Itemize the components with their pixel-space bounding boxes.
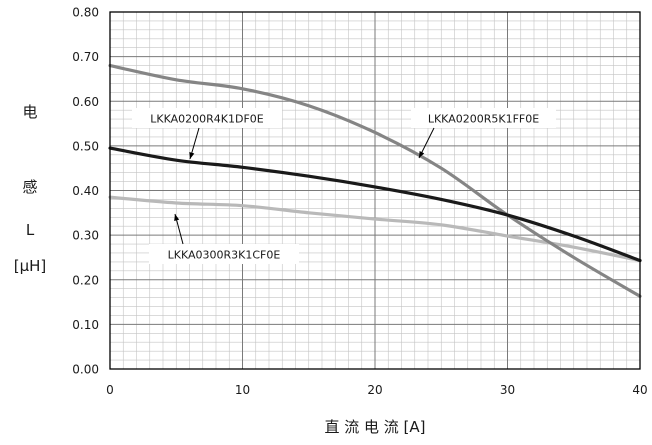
y-axis-label-line: 电 <box>22 103 37 121</box>
series-layer <box>108 63 642 298</box>
y-tick-label: 0.40 <box>72 184 99 198</box>
major-grid <box>110 12 640 369</box>
series-label-LKKA0200R4K1DF0E: LKKA0200R4K1DF0E <box>150 113 264 126</box>
x-axis-label: 直 流 电 流 [A] <box>324 418 425 436</box>
y-tick-label: 0.10 <box>72 318 99 332</box>
x-tick-label: 0 <box>106 383 114 397</box>
leader-arrowhead <box>174 214 180 221</box>
y-tick-label: 0.80 <box>72 6 99 20</box>
y-tick-label: 0.50 <box>72 139 99 153</box>
series-label-box <box>132 108 282 128</box>
leader-arrowhead <box>189 152 195 159</box>
y-axis-label-line: L <box>26 221 35 239</box>
y-axis-label-line: [µH] <box>14 257 47 275</box>
series-line-LKKA0200R5K1FF0E <box>108 63 642 298</box>
x-tick-labels: 0 10 20 30 40 <box>106 383 647 397</box>
y-tick-label: 0.70 <box>72 50 99 64</box>
series-line-LKKA0200R4K1DF0E <box>108 146 642 263</box>
x-tick-label: 20 <box>367 383 382 397</box>
y-tick-labels: 0.00 0.10 0.20 0.30 0.40 0.50 0.60 0.70 0.80 <box>72 6 99 377</box>
y-tick-label: 0.00 <box>72 363 99 377</box>
series-label-LKKA0300R3K1CF0E: LKKA0300R3K1CF0E <box>168 249 281 262</box>
series-label-box <box>411 108 556 128</box>
y-axis-label-line: 感 <box>22 178 37 196</box>
y-tick-label: 0.20 <box>72 273 99 287</box>
x-tick-label: 10 <box>235 383 250 397</box>
x-tick-label: 30 <box>500 383 515 397</box>
x-tick-label: 40 <box>632 383 647 397</box>
series-label-box <box>149 244 299 264</box>
plot-frame <box>109 11 641 370</box>
leader-arrowhead <box>419 151 425 158</box>
series-label-LKKA0200R5K1FF0E: LKKA0200R5K1FF0E <box>428 113 539 126</box>
y-tick-label: 0.30 <box>72 229 99 243</box>
y-tick-label: 0.60 <box>72 95 99 109</box>
y-axis-label: 电感 L [µH] <box>14 103 47 275</box>
series-labels: LKKA0200R4K1DF0E LKKA0200R5K1FF0E LKKA0300… <box>132 108 556 264</box>
